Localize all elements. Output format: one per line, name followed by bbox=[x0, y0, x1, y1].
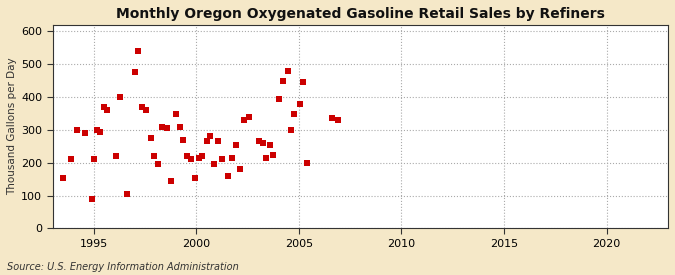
Point bbox=[217, 157, 227, 162]
Point bbox=[261, 156, 271, 160]
Point bbox=[204, 134, 215, 139]
Point bbox=[88, 157, 99, 162]
Point bbox=[268, 152, 279, 157]
Point bbox=[132, 49, 143, 53]
Point bbox=[197, 154, 208, 158]
Point bbox=[302, 161, 313, 165]
Point bbox=[239, 118, 250, 122]
Point bbox=[258, 141, 269, 145]
Point bbox=[326, 116, 337, 121]
Point bbox=[209, 162, 219, 167]
Point bbox=[194, 156, 205, 160]
Point bbox=[146, 136, 157, 140]
Point bbox=[86, 197, 97, 201]
Point bbox=[121, 192, 132, 196]
Point bbox=[65, 157, 76, 162]
Point bbox=[165, 178, 176, 183]
Point bbox=[153, 162, 164, 167]
Point bbox=[102, 108, 113, 112]
Point bbox=[95, 129, 105, 134]
Point bbox=[130, 70, 140, 75]
Point bbox=[99, 105, 109, 109]
Point bbox=[294, 101, 305, 106]
Point bbox=[243, 115, 254, 119]
Point bbox=[161, 126, 172, 130]
Point bbox=[80, 131, 91, 135]
Point bbox=[186, 157, 196, 162]
Point bbox=[213, 139, 223, 144]
Point bbox=[174, 125, 185, 129]
Point bbox=[253, 139, 264, 144]
Text: Source: U.S. Energy Information Administration: Source: U.S. Energy Information Administ… bbox=[7, 262, 238, 272]
Point bbox=[57, 175, 68, 180]
Point bbox=[136, 105, 147, 109]
Point bbox=[190, 175, 200, 180]
Point bbox=[182, 154, 192, 158]
Point bbox=[223, 174, 234, 178]
Point bbox=[170, 111, 181, 116]
Point bbox=[274, 97, 285, 101]
Point bbox=[298, 80, 308, 84]
Point bbox=[235, 167, 246, 172]
Point bbox=[111, 154, 122, 158]
Point bbox=[332, 118, 343, 122]
Point bbox=[148, 154, 159, 158]
Point bbox=[278, 78, 289, 83]
Title: Monthly Oregon Oxygenated Gasoline Retail Sales by Refiners: Monthly Oregon Oxygenated Gasoline Retai… bbox=[116, 7, 605, 21]
Y-axis label: Thousand Gallons per Day: Thousand Gallons per Day bbox=[7, 58, 17, 196]
Point bbox=[178, 138, 188, 142]
Point bbox=[91, 128, 102, 132]
Point bbox=[231, 142, 242, 147]
Point bbox=[282, 69, 293, 73]
Point bbox=[140, 108, 151, 112]
Point bbox=[288, 111, 299, 116]
Point bbox=[115, 95, 126, 99]
Point bbox=[265, 142, 275, 147]
Point bbox=[72, 128, 82, 132]
Point bbox=[201, 139, 212, 144]
Point bbox=[157, 125, 168, 129]
Point bbox=[227, 156, 238, 160]
Point bbox=[286, 128, 296, 132]
